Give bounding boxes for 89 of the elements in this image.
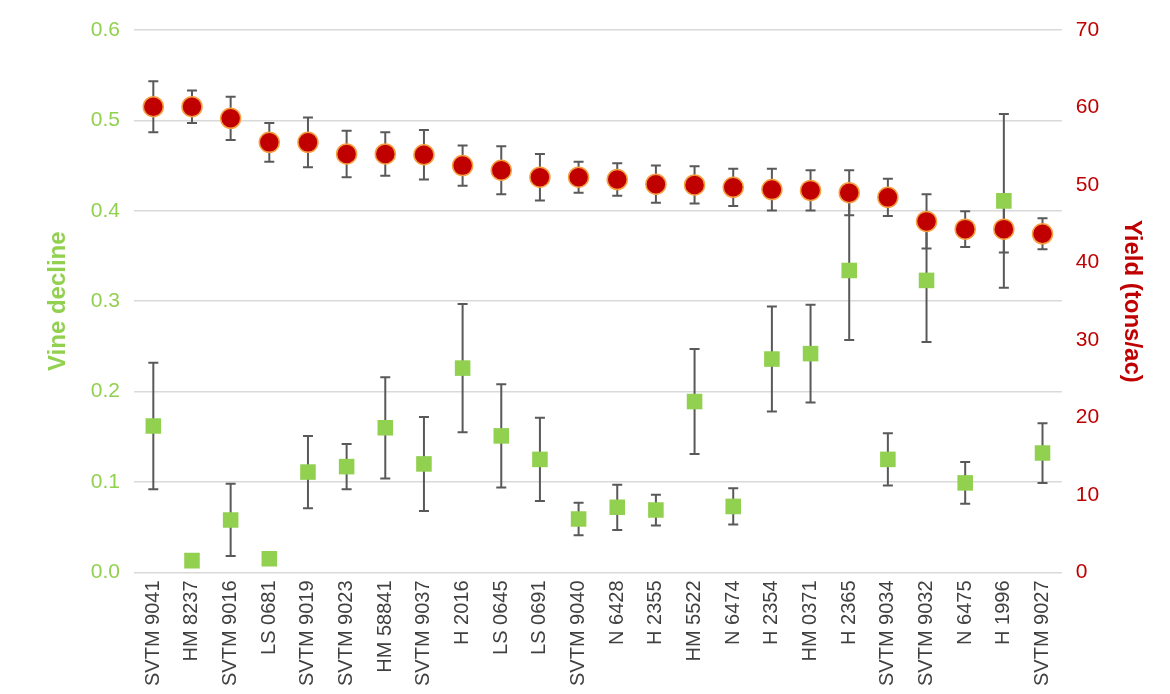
point (374, 143, 397, 165)
y-tick-label: 0.2 (90, 378, 120, 402)
point (184, 552, 200, 569)
y2-tick-label: 50 (1075, 171, 1100, 195)
x-tick-label: SVTM 9034 (875, 580, 898, 686)
point (722, 176, 744, 199)
point (297, 131, 319, 154)
x-tick-label: HM 58841 (372, 580, 395, 673)
x-tick-label: SVTM 9040 (566, 580, 589, 686)
point (648, 502, 664, 518)
point (645, 173, 667, 195)
x-tick-label: HM 5522 (682, 580, 705, 662)
point (918, 272, 935, 289)
point (996, 193, 1012, 209)
y2-tick-label: 20 (1075, 404, 1100, 428)
point (413, 144, 435, 166)
x-tick-label: H 2355 (643, 580, 666, 645)
x-tick-label: HM 8237 (179, 580, 202, 662)
x-tick-label: HM 0371 (798, 580, 821, 662)
point (1031, 223, 1054, 245)
y2-tick-label: 0 (1075, 559, 1088, 583)
point (877, 186, 899, 209)
point (529, 166, 551, 188)
y-tick-label: 0.5 (90, 107, 120, 131)
x-tick-label: N 6474 (720, 580, 743, 645)
point (300, 464, 316, 480)
x-tick-label: SVTM 9019 (295, 580, 318, 686)
x-tick-label: SVTM 9027 (1030, 580, 1053, 686)
point (954, 218, 976, 240)
y-tick-label: 0.3 (90, 287, 120, 311)
point (258, 131, 281, 154)
x-tick-label: H 2016 (450, 580, 473, 645)
y2-tick-label: 10 (1075, 481, 1100, 505)
point (838, 181, 860, 204)
point (880, 451, 896, 468)
point (683, 174, 706, 196)
point (606, 168, 628, 191)
y-tick-label: 0.0 (90, 559, 120, 583)
x-tick-label: LS 0645 (488, 580, 511, 655)
x-tick-label: SVTM 9041 (140, 580, 163, 686)
point (993, 218, 1015, 240)
y-tick-label: 0.1 (90, 468, 120, 492)
point (957, 475, 973, 491)
x-tick-label: H 1996 (991, 580, 1014, 645)
point (493, 428, 510, 444)
y2-axis-title: Yield (tons/ac) (1119, 219, 1147, 383)
point (490, 159, 513, 181)
y-tick-label: 0.6 (90, 16, 120, 40)
x-tick-label: LS 0681 (256, 580, 279, 655)
point (454, 360, 471, 376)
point (142, 95, 165, 118)
y2-tick-label: 30 (1075, 326, 1100, 350)
point (799, 179, 822, 202)
y2-tick-label: 70 (1075, 16, 1100, 40)
point (686, 393, 703, 410)
point (416, 456, 432, 472)
point (725, 498, 742, 515)
point (1034, 445, 1051, 461)
x-tick-label: LS 0691 (527, 580, 550, 655)
point (764, 351, 780, 367)
point (335, 143, 358, 165)
point (222, 512, 239, 528)
point (567, 166, 590, 188)
point (570, 511, 587, 527)
x-tick-label: H 2354 (759, 580, 782, 645)
y-tick-label: 0.4 (90, 197, 121, 221)
point (802, 345, 819, 362)
point (338, 458, 355, 475)
point (261, 551, 278, 567)
point (841, 262, 857, 279)
point (532, 451, 548, 468)
point (609, 499, 626, 516)
x-tick-label: N 6428 (604, 580, 627, 645)
point (915, 210, 938, 233)
point (761, 178, 783, 201)
y-axis-title: Vine decline (43, 231, 71, 372)
point (377, 419, 394, 436)
x-tick-label: N 6475 (952, 580, 975, 645)
point (451, 154, 474, 177)
x-tick-label: SVTM 9032 (914, 580, 937, 686)
y2-tick-label: 60 (1075, 94, 1100, 118)
y2-tick-label: 40 (1075, 249, 1100, 273)
point (145, 418, 162, 434)
x-tick-label: H 2365 (836, 580, 859, 645)
point (219, 107, 242, 130)
x-tick-label: SVTM 9037 (411, 580, 434, 686)
x-tick-label: SVTM 9016 (218, 580, 241, 686)
point (181, 95, 203, 118)
x-tick-label: SVTM 9023 (334, 580, 357, 686)
